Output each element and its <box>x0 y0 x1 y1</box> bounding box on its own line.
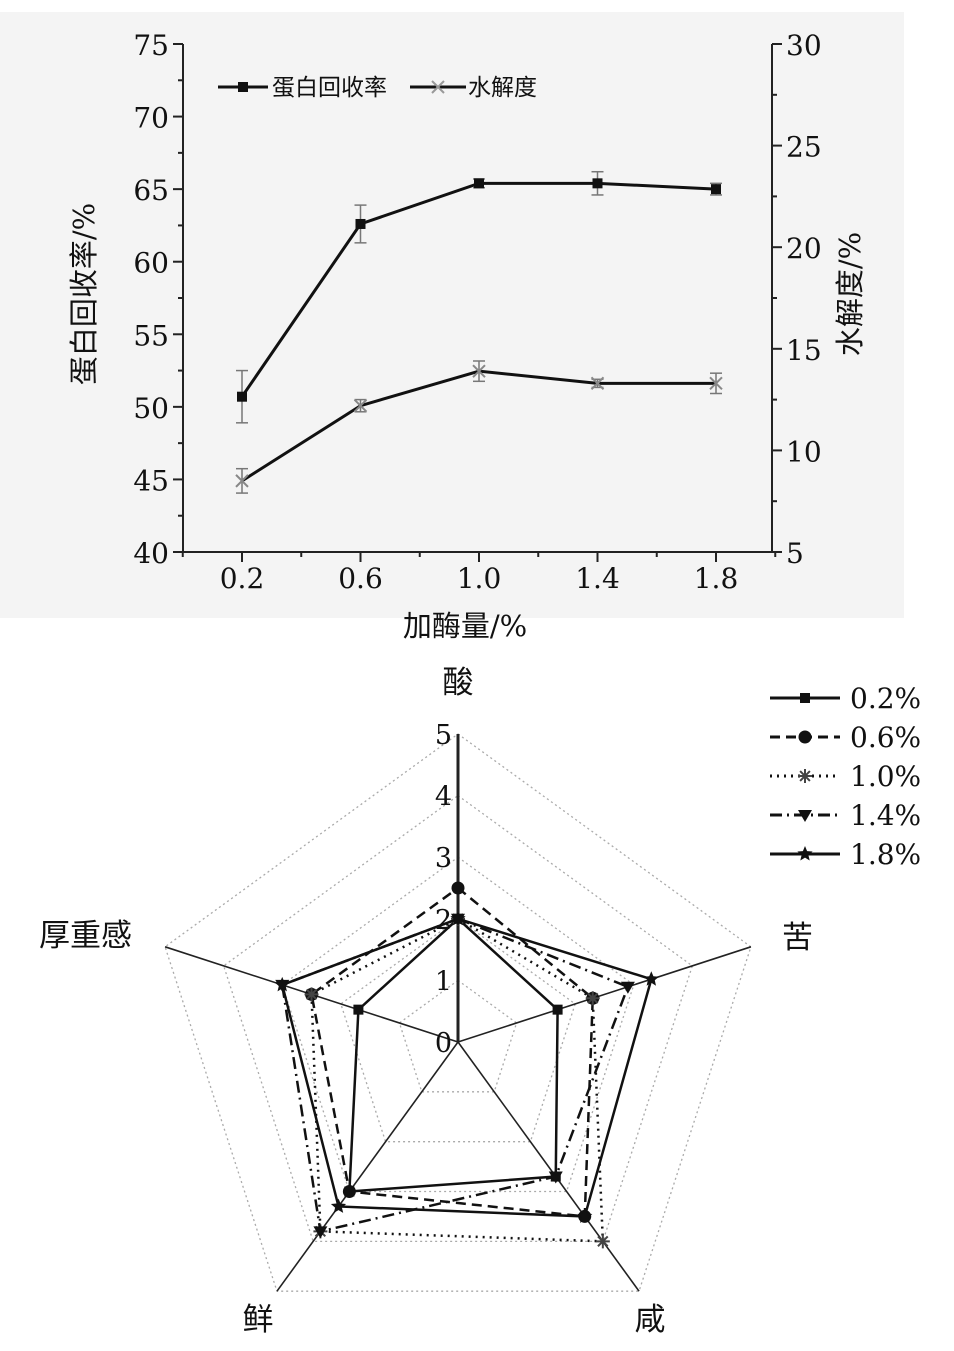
radar-axis-label: 厚重感 <box>39 918 132 954</box>
marker-asterisk <box>304 987 319 1002</box>
left-tick-label: 75 <box>133 29 169 62</box>
left-tick-label: 40 <box>133 537 169 570</box>
radar-series <box>274 881 659 1249</box>
marker-asterisk <box>798 769 812 783</box>
radar-series-line-1 <box>348 917 559 1193</box>
legend-label: 0.2% <box>850 682 921 715</box>
legend-label-recovery: 蛋白回收率 <box>272 75 387 101</box>
radar-axis-label: 苦 <box>782 920 813 956</box>
radar-tick-label: 1 <box>435 966 452 997</box>
radar-tick-label: 0 <box>435 1028 452 1059</box>
legend-label: 1.0% <box>850 760 921 793</box>
x-tick-label: 1.8 <box>694 562 739 595</box>
marker-star <box>274 976 290 992</box>
line-legend: 蛋白回收率 水解度 <box>218 75 537 101</box>
data-point-x <box>235 474 249 488</box>
data-point-x <box>472 364 486 378</box>
legend-marker-square <box>238 82 248 92</box>
radar-spoke <box>457 1041 640 1292</box>
marker-star <box>450 910 466 926</box>
line-series <box>235 170 723 494</box>
marker-asterisk <box>585 991 600 1006</box>
right-tick-label: 5 <box>786 537 804 570</box>
radar-spoke <box>457 946 752 1043</box>
marker-circle <box>451 881 465 895</box>
x-tick-label: 1.4 <box>575 562 620 595</box>
right-tick-label: 30 <box>786 29 822 62</box>
left-tick-label: 55 <box>133 319 169 352</box>
radar-series-line-4 <box>280 917 630 1233</box>
marker-triangle <box>548 1171 563 1184</box>
marker-star <box>643 971 659 986</box>
data-point-square <box>237 391 247 402</box>
radar-axis-label: 咸 <box>635 1302 666 1338</box>
radar-axes <box>164 734 752 1292</box>
left-tick-label: 70 <box>133 102 169 135</box>
legend-label: 0.6% <box>850 721 921 754</box>
legend-label: 1.8% <box>850 838 921 871</box>
left-tick-label: 60 <box>133 247 169 280</box>
radar-axis-label: 鲜 <box>243 1302 274 1338</box>
marker-star <box>330 1198 347 1213</box>
left-tick-label: 65 <box>133 174 169 207</box>
grid-ring <box>398 979 518 1093</box>
legend-marker-x <box>431 80 445 94</box>
right-axis-ticks: 5 10 15 20 25 30 <box>772 29 822 570</box>
left-tick-label: 50 <box>133 392 169 425</box>
radar-tick-label: 3 <box>435 843 452 874</box>
left-axis-title: 蛋白回收率/% <box>67 203 101 385</box>
data-point-x <box>709 376 723 391</box>
marker-triangle <box>620 981 635 994</box>
radar-axis-labels: 酸苦咸 鲜 厚重感 <box>39 665 813 1338</box>
right-tick-label: 20 <box>786 232 822 265</box>
marker-triangle <box>798 810 812 822</box>
marker-square <box>800 693 810 703</box>
radar-tick-label: 5 <box>435 720 452 751</box>
marker-square <box>353 1004 364 1015</box>
data-point-square <box>711 184 721 195</box>
x-axis-title: 加酶量/% <box>403 609 527 643</box>
line-chart-background <box>0 12 904 618</box>
radar-series-line-2 <box>310 886 595 1218</box>
radar-tick-label: 4 <box>435 782 452 813</box>
data-point-x <box>590 376 605 391</box>
data-point-square <box>592 178 603 189</box>
left-tick-label: 45 <box>133 464 169 497</box>
data-point-square <box>355 218 366 229</box>
radar-axis-label: 酸 <box>443 665 474 701</box>
marker-circle <box>798 730 812 744</box>
radar-spoke <box>276 1041 459 1292</box>
x-tick-label: 0.2 <box>220 562 265 595</box>
grid-ring <box>164 733 752 1292</box>
x-axis-ticks: 0.2 0.6 1.0 1.4 1.8 <box>181 552 777 595</box>
right-axis-title: 水解度/% <box>833 232 867 356</box>
radar-legend: 0.2% 0.6% 1.0% 1.4% 1.8% <box>770 682 921 871</box>
marker-asterisk <box>595 1234 610 1249</box>
legend-label: 1.4% <box>850 799 921 832</box>
x-tick-label: 0.6 <box>338 562 383 595</box>
line-chart: 40 45 50 55 60 65 70 75 5 10 15 20 25 30 0.2 0.6 1.0 1.… <box>0 12 904 643</box>
data-point-square <box>474 178 484 189</box>
marker-triangle <box>313 1226 328 1239</box>
right-tick-label: 10 <box>786 435 822 468</box>
grid-ring <box>340 917 576 1143</box>
right-tick-label: 15 <box>786 334 822 367</box>
left-axis-ticks: 40 45 50 55 60 65 70 75 <box>133 29 183 570</box>
marker-star <box>577 1208 593 1223</box>
marker-square <box>552 1004 563 1015</box>
legend-label-hydrolysis: 水解度 <box>468 75 537 101</box>
marker-star <box>797 846 813 861</box>
right-tick-label: 25 <box>786 131 822 164</box>
marker-circle <box>342 1185 356 1199</box>
radar-series-line-3 <box>310 917 605 1243</box>
radar-series-line-5 <box>280 917 653 1218</box>
grid-ring <box>222 794 694 1242</box>
data-point-x <box>353 398 368 413</box>
x-tick-label: 1.0 <box>457 562 502 595</box>
